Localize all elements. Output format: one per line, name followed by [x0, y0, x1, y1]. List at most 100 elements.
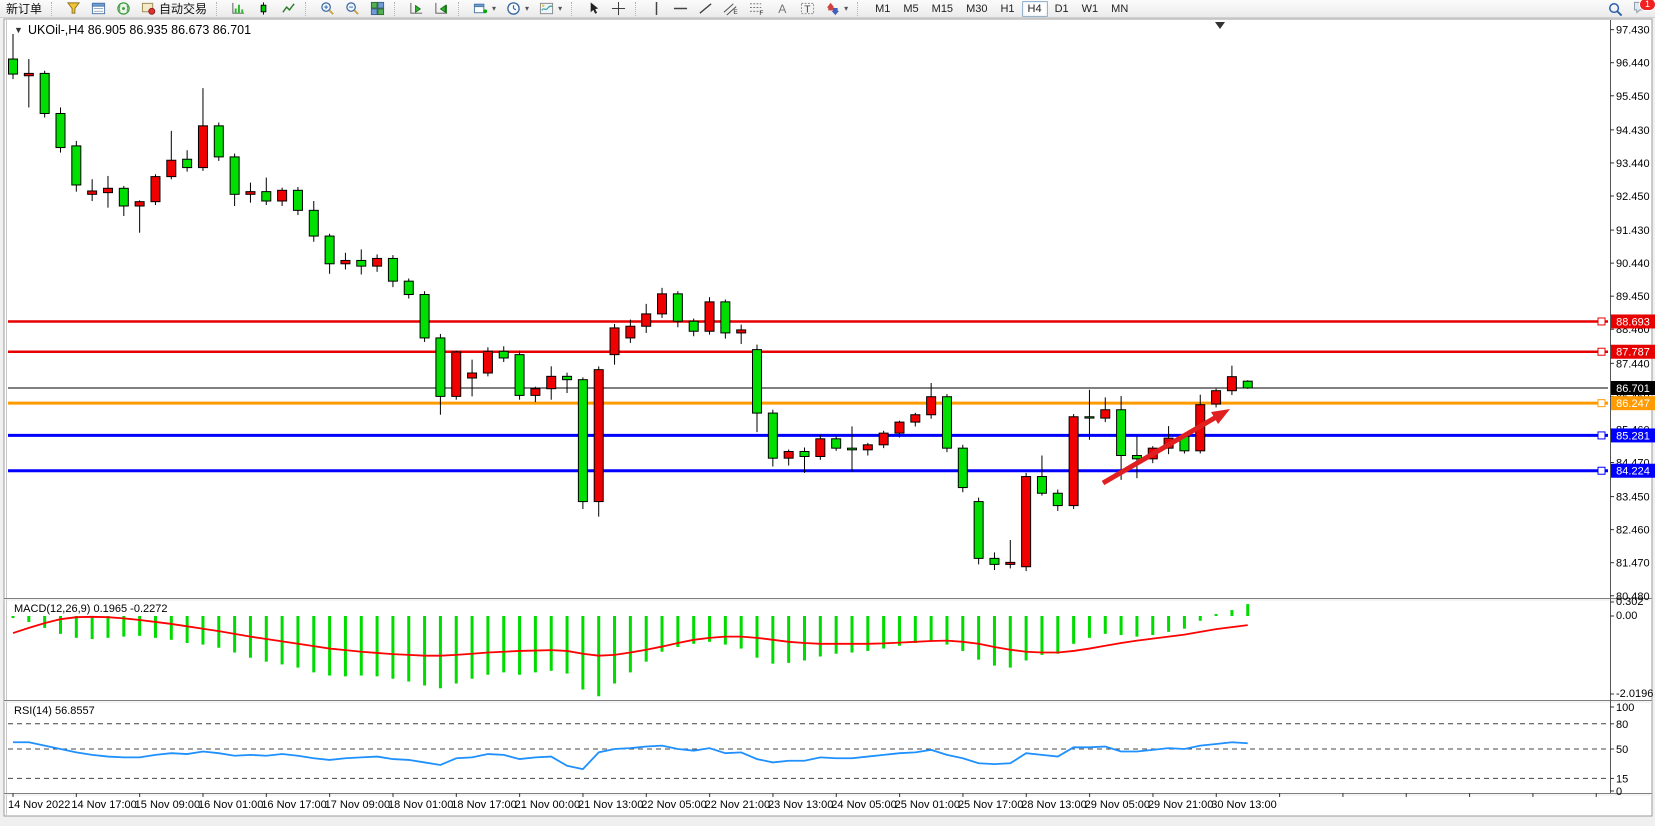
line-handle-84.224[interactable] — [1597, 466, 1606, 475]
rsi-axis-label: 0 — [1616, 786, 1622, 798]
horizontal-line-icon — [674, 7, 688, 10]
line-chart-mode-button[interactable] — [278, 1, 299, 17]
svg-text:93.440: 93.440 — [1616, 158, 1650, 170]
horizontal-line-button[interactable] — [670, 1, 691, 17]
chart-window-frame — [3, 18, 1653, 817]
candle-body — [71, 145, 82, 186]
candle-body — [957, 447, 968, 489]
svg-text:T: T — [804, 4, 811, 15]
price-badge-86.247 — [1611, 396, 1655, 411]
candles — [8, 33, 1253, 572]
candle-body — [767, 412, 778, 459]
candle-body — [340, 259, 351, 265]
svg-text:F: F — [759, 10, 763, 16]
channel-button[interactable]: E — [720, 1, 742, 17]
search-icon[interactable] — [1608, 2, 1623, 17]
candle-body — [973, 501, 984, 559]
timeframe-mn[interactable]: MN — [1111, 2, 1129, 15]
data-window-button[interactable] — [88, 1, 109, 17]
timeframe-toolbar: M1 M5 M15 M30 H1 H4 D1 W1 MN — [869, 0, 1134, 17]
time-label: 25 Nov 17:00 — [958, 799, 1023, 811]
candle-body — [245, 191, 256, 195]
chart-window: 97.430 96.440 95.450 94.430 93.440 92.450 91.4… — [0, 18, 1655, 821]
navigator-button[interactable] — [113, 1, 134, 17]
timeframe-m15[interactable]: M15 — [931, 2, 954, 15]
rsi-axis-label: 100 — [1616, 702, 1634, 714]
symbol-collapse-icon[interactable]: ▼ — [14, 25, 23, 35]
candle-body — [1226, 376, 1237, 392]
timeframe-m5[interactable]: M5 — [903, 2, 919, 15]
timeframe-h4[interactable]: H4 — [1021, 0, 1048, 17]
separator — [394, 1, 400, 16]
timeframe-d1[interactable]: D1 — [1054, 2, 1069, 15]
arrows-button[interactable]: ▾ — [822, 1, 851, 17]
macd-axis-label: -2.0196 — [1616, 688, 1653, 700]
price-badge-87.787 — [1611, 344, 1655, 359]
svg-text:97.430: 97.430 — [1616, 25, 1650, 37]
time-label: 17 Nov 09:00 — [325, 799, 390, 811]
candle-body — [1131, 455, 1142, 460]
chart-shift-marker[interactable] — [1215, 22, 1225, 29]
periods-button[interactable]: ▾ — [503, 1, 532, 17]
chart-shift-button[interactable] — [431, 1, 452, 17]
new-order-button[interactable]: 新订单 — [3, 1, 45, 17]
candle-body — [308, 209, 319, 237]
trendline-button[interactable] — [695, 1, 716, 17]
cursor-button[interactable] — [583, 1, 604, 17]
zoom-out-button[interactable] — [342, 1, 363, 17]
timeframe-m30[interactable]: M30 — [966, 2, 988, 15]
candle-body — [87, 190, 98, 195]
timeframe-h1[interactable]: H1 — [1000, 2, 1015, 15]
time-label: 25 Nov 01:00 — [895, 799, 960, 811]
auto-scroll-button[interactable] — [406, 1, 427, 17]
bar-chart-mode-button[interactable] — [228, 1, 249, 17]
text-icon: A — [778, 2, 787, 16]
zoom-in-button[interactable] — [317, 1, 338, 17]
tile-windows-button[interactable] — [367, 1, 388, 17]
trend-arrow-annotation[interactable] — [1101, 408, 1231, 486]
line-handle-88.693[interactable] — [1597, 317, 1606, 326]
separator — [857, 1, 863, 16]
candle-body — [799, 450, 810, 458]
autotrading-button[interactable]: 自动交易 — [138, 1, 210, 17]
time-label: 14 Nov 2022 — [8, 799, 70, 811]
candle-body — [593, 369, 604, 503]
candle-body — [403, 280, 414, 296]
candle-body — [1100, 409, 1111, 419]
text-label-button[interactable]: T — [797, 1, 818, 17]
dropdown-caret: ▾ — [525, 4, 530, 13]
new-chart-button[interactable]: ▾ — [470, 1, 499, 17]
candle-body — [1021, 476, 1032, 568]
candle-body — [878, 432, 889, 446]
time-label: 29 Nov 05:00 — [1085, 799, 1150, 811]
candle-body — [1068, 416, 1079, 507]
candle-body — [435, 337, 446, 397]
line-handle-86.247[interactable] — [1597, 399, 1606, 408]
new-order-label: 新订单 — [6, 2, 43, 16]
time-label: 30 Nov 13:00 — [1211, 799, 1276, 811]
candle-body — [1211, 390, 1222, 405]
timeframe-w1[interactable]: W1 — [1081, 2, 1099, 15]
candle-body — [720, 301, 731, 334]
svg-text:87.440: 87.440 — [1616, 358, 1650, 370]
fibonacci-button[interactable]: F — [746, 1, 768, 17]
candle-body — [102, 187, 113, 194]
macd-label: MACD(12,26,9) 0.1965 -0.2272 — [14, 603, 167, 615]
candle-body — [387, 257, 398, 282]
crosshair-button[interactable] — [608, 1, 629, 17]
candle-body — [862, 444, 873, 451]
templates-button[interactable]: ▾ — [536, 1, 565, 17]
text-button[interactable]: A — [772, 1, 793, 17]
line-handle-87.787[interactable] — [1597, 347, 1606, 356]
chart-svg[interactable]: 97.430 96.440 95.450 94.430 93.440 92.450 91.4… — [0, 18, 1655, 821]
market-watch-button[interactable] — [63, 1, 84, 17]
timeframe-m1[interactable]: M1 — [875, 2, 891, 15]
line-handle-85.281[interactable] — [1597, 431, 1606, 440]
notifications-button[interactable]: 1 — [1633, 0, 1655, 18]
rsi-axis-label: 50 — [1616, 744, 1628, 756]
template-icon — [540, 2, 554, 15]
candlestick-mode-button[interactable] — [253, 1, 274, 17]
separator — [305, 1, 311, 16]
vertical-line-button[interactable] — [647, 1, 666, 17]
